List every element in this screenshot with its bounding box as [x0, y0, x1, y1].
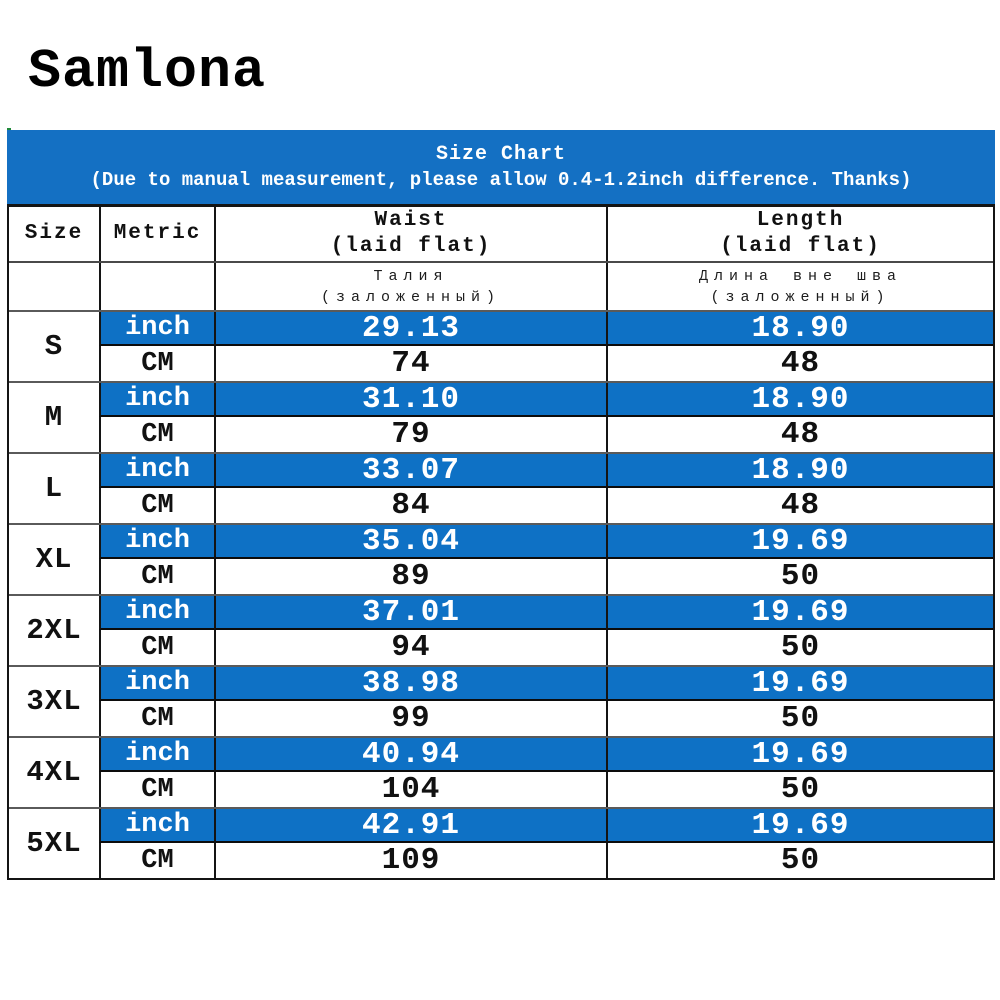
header-length-line1: Length [756, 208, 845, 232]
subheader-size-empty [9, 263, 99, 310]
length-cm-value: 48 [606, 346, 993, 381]
size-row-group-s: S inch 29.13 18.90 CM 74 48 [9, 310, 993, 381]
size-table: Size Metric Waist (laid flat) Length (la… [7, 204, 995, 880]
size-row-group-2xl: 2XL inch 37.01 19.69 CM 94 50 [9, 594, 993, 665]
waist-inch-value: 33.07 [214, 453, 606, 488]
banner-title: Size Chart [435, 143, 567, 166]
waist-inch-value: 40.94 [214, 737, 606, 772]
waist-inch-value: 35.04 [214, 524, 606, 559]
length-cm-value: 48 [606, 417, 993, 452]
waist-cm-value: 109 [214, 843, 606, 878]
header-waist: Waist (laid flat) [214, 207, 606, 261]
size-row-group-4xl: 4XL inch 40.94 19.69 CM 104 50 [9, 736, 993, 807]
unit-inch-label: inch [99, 596, 214, 630]
subheader-waist-russian: Талия (заложенный) [214, 263, 606, 310]
unit-cm-label: CM [99, 417, 214, 452]
table-subheader-row-russian: Талия (заложенный) Длина вне шва (заложе… [9, 263, 993, 310]
size-chart-banner: Size Chart (Due to manual measurement, p… [7, 130, 995, 204]
size-label: M [44, 401, 64, 434]
length-inch-value: 19.69 [606, 524, 993, 559]
waist-inch-value: 38.98 [214, 666, 606, 701]
size-row-group-xl: XL inch 35.04 19.69 CM 89 50 [9, 523, 993, 594]
length-cm-value: 50 [606, 843, 993, 878]
unit-inch-label: inch [99, 809, 214, 843]
length-inch-value: 18.90 [606, 453, 993, 488]
header-size: Size [24, 221, 84, 245]
unit-inch-label: inch [99, 667, 214, 701]
size-row-group-l: L inch 33.07 18.90 CM 84 48 [9, 452, 993, 523]
length-inch-value: 19.69 [606, 737, 993, 772]
size-label: 3XL [26, 685, 82, 718]
length-inch-value: 19.69 [606, 666, 993, 701]
unit-cm-label: CM [99, 701, 214, 736]
unit-cm-label: CM [99, 488, 214, 523]
unit-inch-label: inch [99, 312, 214, 346]
length-ru-line1: Длина вне шва [698, 267, 903, 285]
header-length: Length (laid flat) [606, 207, 993, 261]
unit-cm-label: CM [99, 772, 214, 807]
length-cm-value: 50 [606, 701, 993, 736]
unit-cm-label: CM [99, 630, 214, 665]
subheader-length-russian: Длина вне шва (заложенный) [606, 263, 993, 310]
waist-cm-value: 74 [214, 346, 606, 381]
waist-ru-line2: (заложенный) [320, 288, 502, 306]
unit-cm-label: CM [99, 843, 214, 878]
length-inch-value: 18.90 [606, 382, 993, 417]
brand-logo: Samlona [28, 40, 267, 103]
waist-cm-value: 104 [214, 772, 606, 807]
length-cm-value: 50 [606, 772, 993, 807]
waist-inch-value: 37.01 [214, 595, 606, 630]
header-waist-line1: Waist [374, 208, 448, 232]
size-row-group-m: M inch 31.10 18.90 CM 79 48 [9, 381, 993, 452]
length-inch-value: 19.69 [606, 808, 993, 843]
waist-inch-value: 42.91 [214, 808, 606, 843]
waist-inch-value: 29.13 [214, 311, 606, 346]
unit-cm-label: CM [99, 346, 214, 381]
length-inch-value: 18.90 [606, 311, 993, 346]
length-cm-value: 48 [606, 488, 993, 523]
size-label: 2XL [26, 614, 82, 647]
size-label: 4XL [26, 756, 82, 789]
size-label: S [44, 330, 64, 363]
waist-ru-line1: Талия [373, 267, 449, 285]
waist-cm-value: 94 [214, 630, 606, 665]
unit-inch-label: inch [99, 738, 214, 772]
unit-inch-label: inch [99, 383, 214, 417]
length-cm-value: 50 [606, 630, 993, 665]
table-header-row: Size Metric Waist (laid flat) Length (la… [9, 207, 993, 263]
unit-inch-label: inch [99, 454, 214, 488]
size-row-group-3xl: 3XL inch 38.98 19.69 CM 99 50 [9, 665, 993, 736]
subheader-metric-empty [99, 263, 214, 310]
banner-subtitle: (Due to manual measurement, please allow… [90, 169, 912, 191]
length-inch-value: 19.69 [606, 595, 993, 630]
header-length-line2: (laid flat) [720, 235, 881, 258]
length-ru-line2: (заложенный) [710, 288, 891, 306]
size-label: 5XL [26, 827, 82, 860]
waist-cm-value: 99 [214, 701, 606, 736]
waist-cm-value: 84 [214, 488, 606, 523]
header-waist-line2: (laid flat) [330, 235, 492, 258]
header-metric: Metric [99, 207, 214, 261]
waist-cm-value: 79 [214, 417, 606, 452]
waist-inch-value: 31.10 [214, 382, 606, 417]
size-label: L [44, 472, 64, 505]
waist-cm-value: 89 [214, 559, 606, 594]
length-cm-value: 50 [606, 559, 993, 594]
size-label: XL [35, 543, 73, 576]
size-row-group-5xl: 5XL inch 42.91 19.69 CM 109 50 [9, 807, 993, 878]
unit-cm-label: CM [99, 559, 214, 594]
unit-inch-label: inch [99, 525, 214, 559]
